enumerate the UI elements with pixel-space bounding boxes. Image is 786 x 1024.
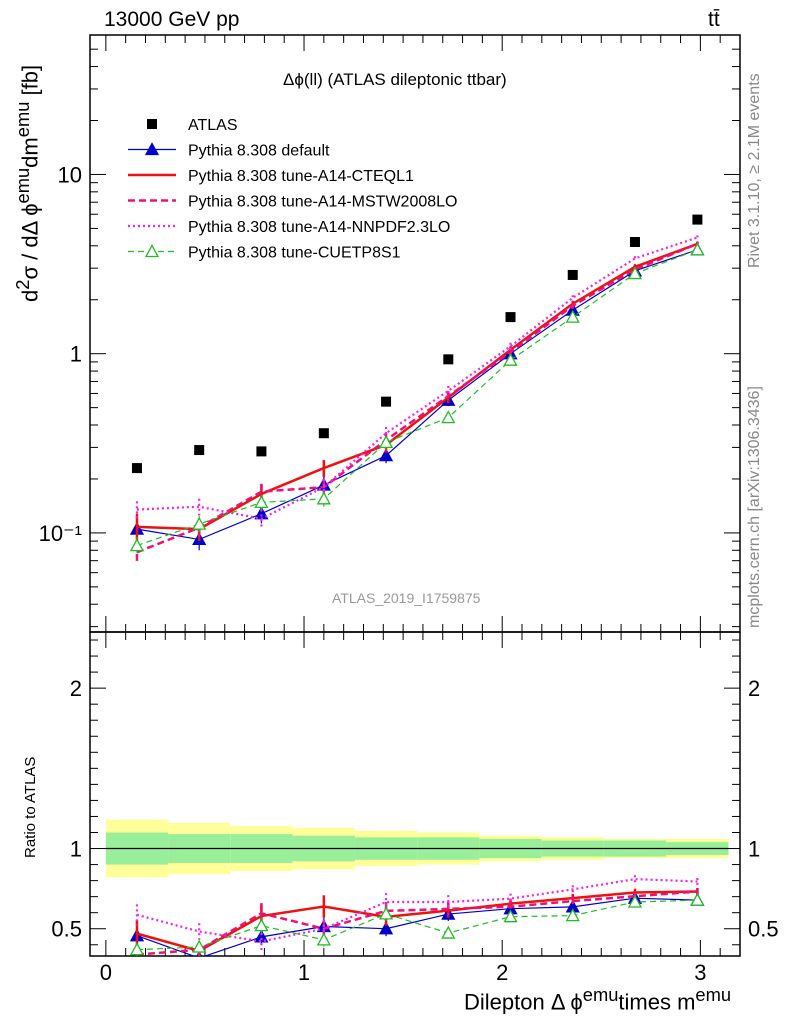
series-ratio-line xyxy=(136,897,698,956)
main-y-tick-label: 10⁻¹ xyxy=(39,521,82,546)
legend-marker xyxy=(144,244,160,258)
ratio-marker xyxy=(129,942,145,956)
atlas-data-point xyxy=(194,445,205,456)
series-main-2 xyxy=(135,241,699,543)
atlas-data-point xyxy=(318,428,329,439)
series-ratio-5 xyxy=(129,892,705,956)
x-tick-label: 1 xyxy=(298,960,310,985)
atlas-data-point xyxy=(692,214,703,225)
legend-entry-0: ATLAS xyxy=(147,117,238,134)
atlas-data-point xyxy=(505,312,516,323)
ratio-y-axis-label: Ratio to ATLAS xyxy=(22,756,39,858)
legend-entry-5: Pythia 8.308 tune-CUETP8S1 xyxy=(128,244,401,262)
legend-label: Pythia 8.308 tune-CUETP8S1 xyxy=(188,245,401,262)
x-axis-label: Dilepton Δ ϕemutimes memu xyxy=(464,984,732,1015)
main-panel: 10⁻¹ 1 10 xyxy=(39,34,741,956)
atlas-data-point xyxy=(131,463,142,474)
series-main-3 xyxy=(135,241,699,563)
energy-label: 13000 GeV pp xyxy=(104,8,240,31)
ratio-y-tick-label: 1 xyxy=(70,837,82,862)
series-marker xyxy=(441,410,456,424)
x-tick-label: 3 xyxy=(694,960,706,985)
legend-marker xyxy=(147,119,157,129)
atlas-data-point xyxy=(256,446,267,457)
series-marker xyxy=(627,266,643,280)
series-ratio-1 xyxy=(129,890,705,956)
ratio-marker xyxy=(254,929,269,943)
ratio-marker xyxy=(378,921,394,935)
ratio-marker xyxy=(441,925,456,939)
process-label: tt̄ xyxy=(708,8,720,31)
mcplots-source-label: mcplots.cern.ch [arXiv:1306.3436] xyxy=(746,386,763,628)
series-marker xyxy=(192,516,207,530)
main-y-tick-label: 1 xyxy=(70,342,82,367)
ratio-marker xyxy=(503,909,518,923)
ratio-y-tick-label: 0.5 xyxy=(51,917,82,942)
ratio-frame xyxy=(89,631,741,957)
ratio-marker xyxy=(254,918,269,932)
legend-entry-1: Pythia 8.308 default xyxy=(128,142,330,160)
legend-label: ATLAS xyxy=(188,117,238,134)
series-marker xyxy=(378,448,394,462)
series-line xyxy=(136,242,698,554)
ratio-marker xyxy=(690,892,705,906)
atlas-data-point xyxy=(381,396,392,407)
atlas-data-point xyxy=(443,354,454,365)
series-ratio-line xyxy=(136,899,698,951)
ratio-y-tick-label-right: 1 xyxy=(748,837,760,862)
series-line xyxy=(136,249,698,547)
series-ratio-line xyxy=(136,877,698,943)
series-line xyxy=(136,242,698,531)
ratio-y-tick-label: 2 xyxy=(70,676,82,701)
x-tick-label: 2 xyxy=(496,960,508,985)
legend-label: Pythia 8.308 default xyxy=(188,143,330,160)
series-marker xyxy=(690,242,705,256)
series-ratio-line xyxy=(136,890,698,953)
plot-title: Δϕ(ll) (ATLAS dileptonic ttbar) xyxy=(283,70,507,89)
series-line xyxy=(136,236,698,520)
legend-entry-2: Pythia 8.308 tune-A14-CTEQL1 xyxy=(128,168,414,185)
legend-label: Pythia 8.308 tune-A14-NNPDF2.3LO xyxy=(188,219,450,236)
series-marker xyxy=(378,435,394,449)
series-marker xyxy=(254,495,269,509)
analysis-id-label: ATLAS_2019_I1759875 xyxy=(332,590,481,606)
series-marker xyxy=(565,309,580,323)
legend-entry-4: Pythia 8.308 tune-A14-NNPDF2.3LO xyxy=(128,219,450,236)
series-marker xyxy=(316,491,331,505)
legend-label: Pythia 8.308 tune-A14-CTEQL1 xyxy=(188,168,414,185)
main-y-tick-label: 10 xyxy=(58,162,82,187)
ratio-marker xyxy=(316,932,331,946)
series-line xyxy=(136,249,698,541)
legend-marker xyxy=(144,142,160,156)
ratio-panel: 0.5 0.5 1 1 2 2 0 1 2 3 xyxy=(51,35,779,985)
series-marker xyxy=(503,352,518,366)
series-main-0 xyxy=(131,214,703,474)
legend-entry-3: Pythia 8.308 tune-A14-MSTW2008LO xyxy=(128,194,457,211)
legend-label: Pythia 8.308 tune-A14-MSTW2008LO xyxy=(188,194,457,211)
series-main-1 xyxy=(129,242,705,551)
main-y-axis-label: d2σ / dΔ ϕemudmemu [fb] xyxy=(12,64,43,302)
ratio-marker xyxy=(192,939,207,953)
atlas-data-point xyxy=(567,269,578,280)
atlas-data-point xyxy=(629,236,640,247)
ratio-marker xyxy=(565,908,580,922)
series-main-5 xyxy=(129,242,705,556)
series-marker xyxy=(129,538,145,552)
ratio-y-tick-label-right: 2 xyxy=(748,676,760,701)
rivet-version-label: Rivet 3.1.10, ≥ 2.1M events xyxy=(746,73,763,268)
ratio-marker xyxy=(627,894,643,908)
x-tick-label: 0 xyxy=(100,960,112,985)
ratio-marker xyxy=(378,906,394,920)
legend: ATLAS Pythia 8.308 default Pythia 8.308 tu… xyxy=(128,117,457,262)
ratio-y-tick-label-right: 0.5 xyxy=(748,917,779,942)
